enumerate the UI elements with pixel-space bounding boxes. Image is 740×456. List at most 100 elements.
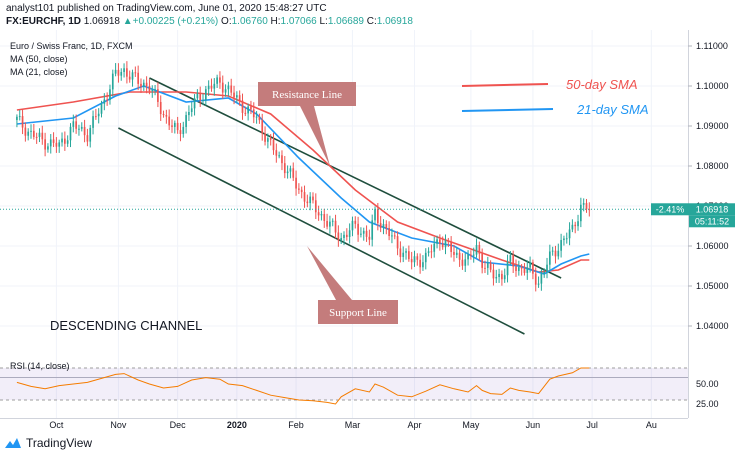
close-label: C: <box>366 16 377 27</box>
x-tick-label: Mar <box>345 420 361 430</box>
price-chart[interactable]: 1.110001.100001.090001.080001.070001.060… <box>0 30 740 434</box>
symbol-label: FX:EURCHF, 1D <box>6 16 82 27</box>
candle-body <box>72 121 75 127</box>
candle <box>486 256 489 275</box>
candle-body <box>154 89 156 91</box>
candle-body <box>509 255 512 262</box>
resistance-line <box>149 77 562 279</box>
candle-body <box>399 248 402 257</box>
price-box <box>689 203 735 216</box>
candle <box>188 105 190 121</box>
candle-body <box>159 101 162 115</box>
candle <box>317 205 320 221</box>
candle <box>176 116 179 134</box>
price-scale[interactable]: 1.110001.100001.090001.080001.070001.060… <box>688 41 729 331</box>
candle-body <box>357 223 359 235</box>
candle <box>495 269 498 284</box>
candle-body <box>560 240 562 251</box>
candle-body <box>196 93 199 99</box>
y-tick-label: 1.10000 <box>696 81 729 91</box>
candle-body <box>92 116 94 128</box>
candle <box>441 236 444 250</box>
candle <box>447 237 450 248</box>
candle-body <box>269 138 272 140</box>
candle <box>571 219 574 233</box>
x-tick-label: May <box>462 420 480 430</box>
candle-body <box>523 268 526 273</box>
sma50-key-line <box>461 83 549 87</box>
resistance-callout: Resistance Line <box>258 82 356 166</box>
candle-body <box>334 220 337 233</box>
candle-body <box>351 220 354 231</box>
candle-body <box>27 131 30 136</box>
candle <box>554 245 557 264</box>
candle <box>80 122 83 132</box>
candle <box>467 250 469 266</box>
candle-body <box>517 267 520 272</box>
candle <box>537 276 540 288</box>
candle-body <box>52 139 55 143</box>
candle <box>345 228 348 241</box>
candle-body <box>38 132 41 137</box>
candle-body <box>574 224 577 227</box>
candle-body <box>416 256 419 260</box>
candle <box>557 243 560 260</box>
candle-body <box>320 214 323 216</box>
chart-title: Euro / Swiss Franc, 1D, FXCM <box>10 41 133 51</box>
candle <box>329 215 331 234</box>
candle-body <box>213 83 216 89</box>
candle <box>546 257 548 279</box>
candle <box>509 251 512 266</box>
candle <box>114 63 117 77</box>
candle-body <box>123 68 125 72</box>
candle-body <box>264 133 266 142</box>
candle <box>520 264 523 276</box>
candle <box>244 106 247 117</box>
candle-body <box>162 114 165 116</box>
candle-body <box>314 200 317 213</box>
candle <box>267 133 269 149</box>
candle-body <box>204 89 207 101</box>
candle-body <box>464 259 467 266</box>
candle-body <box>402 252 405 257</box>
candle-body <box>580 204 582 222</box>
candle <box>300 186 303 199</box>
candle-body <box>165 115 168 117</box>
candle <box>207 80 210 96</box>
candle-body <box>371 220 374 240</box>
candle-body <box>298 188 300 190</box>
change-percent-box <box>651 203 689 216</box>
candle-body <box>475 244 478 255</box>
candle-body <box>470 254 472 256</box>
candle-body <box>526 267 529 273</box>
candle <box>221 75 224 99</box>
candle-body <box>188 111 190 116</box>
candle-body <box>461 259 464 266</box>
candle <box>210 78 213 92</box>
y-tick-label: 1.06000 <box>696 241 729 251</box>
support-line <box>118 127 525 335</box>
candle-body <box>427 251 430 253</box>
candle-body <box>151 89 154 92</box>
candle <box>44 132 46 157</box>
x-tick-label: Au <box>646 420 657 430</box>
candle <box>517 260 520 276</box>
candle-body <box>283 163 286 174</box>
candle <box>472 247 475 263</box>
candle <box>224 84 227 97</box>
candle-body <box>247 106 249 114</box>
candle <box>86 128 89 147</box>
rsi-scale[interactable]: 50.00 25.00 <box>696 379 719 409</box>
candle <box>515 259 517 277</box>
candle-body <box>303 192 306 202</box>
low-value: 1.06689 <box>327 16 364 27</box>
candle <box>38 128 41 143</box>
candle-body <box>44 139 46 150</box>
candle-body <box>331 220 334 222</box>
candle <box>436 235 438 249</box>
time-scale[interactable]: Oct Nov Dec 2020 Feb Mar Apr May Jun Jul Au <box>49 420 656 430</box>
candle <box>292 162 295 181</box>
candle <box>137 65 140 91</box>
candle <box>478 241 481 261</box>
candle-body <box>323 214 326 221</box>
